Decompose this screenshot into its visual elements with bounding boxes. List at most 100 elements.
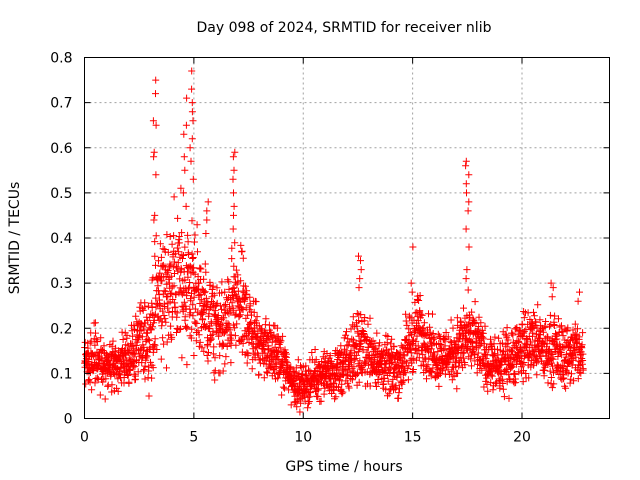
data-point (535, 327, 543, 335)
data-point (355, 378, 363, 386)
data-point (512, 325, 520, 333)
data-point (457, 318, 465, 326)
data-point (196, 338, 204, 346)
data-point (156, 240, 164, 248)
data-point (318, 358, 326, 365)
data-point (351, 341, 359, 349)
data-point (529, 329, 537, 337)
data-point (336, 376, 344, 384)
data-point (241, 282, 249, 290)
data-point (183, 361, 191, 369)
data-point (355, 284, 363, 292)
data-point (150, 341, 158, 348)
data-point (425, 354, 433, 362)
data-point (508, 329, 516, 337)
data-point (157, 355, 165, 363)
data-point (352, 371, 360, 379)
data-point (88, 386, 96, 394)
data-point (270, 331, 278, 339)
data-point (199, 316, 207, 324)
data-point (190, 352, 198, 359)
data-point (484, 387, 492, 395)
data-point (454, 338, 462, 346)
data-point (409, 366, 417, 373)
data-point (241, 294, 249, 302)
data-point (192, 337, 200, 345)
data-point (482, 355, 490, 363)
data-point (471, 298, 479, 306)
data-point (574, 375, 582, 383)
data-point (130, 362, 137, 370)
data-point (504, 336, 512, 344)
data-point (501, 330, 509, 338)
data-point (189, 117, 197, 125)
data-point (149, 117, 157, 125)
data-point (474, 360, 481, 368)
data-point (131, 326, 138, 333)
data-point (388, 358, 396, 366)
data-point (524, 320, 532, 328)
data-point (225, 278, 233, 286)
data-point (568, 361, 576, 369)
data-point (441, 342, 449, 350)
data-point (230, 262, 238, 270)
data-point (151, 335, 159, 343)
data-point (218, 305, 225, 313)
data-point (191, 238, 198, 246)
data-point (420, 319, 428, 327)
data-point (462, 225, 470, 233)
data-point (574, 325, 581, 333)
data-point (163, 293, 170, 301)
data-point (166, 233, 174, 240)
data-point (261, 338, 269, 346)
data-point (412, 337, 420, 345)
data-point (129, 332, 137, 340)
data-point (151, 252, 159, 260)
data-point (305, 399, 312, 407)
data-point (222, 301, 229, 308)
data-point (575, 333, 583, 341)
data-point (509, 331, 517, 339)
data-point (492, 380, 500, 388)
data-point (229, 306, 237, 314)
data-point (139, 306, 147, 314)
data-point (435, 382, 443, 390)
data-point (417, 310, 425, 318)
data-point (314, 393, 322, 400)
data-point (193, 221, 201, 229)
data-point (231, 324, 239, 332)
data-point (255, 371, 263, 379)
data-point (447, 316, 455, 324)
data-point (104, 382, 112, 390)
data-point (460, 304, 467, 312)
data-point (569, 326, 577, 334)
data-point (225, 310, 233, 318)
data-point (550, 322, 558, 329)
data-point (470, 318, 478, 326)
data-point (160, 312, 168, 319)
data-point (415, 297, 423, 304)
data-point (211, 354, 219, 362)
data-point (507, 362, 515, 370)
data-point (178, 229, 186, 237)
data-point (118, 360, 126, 368)
data-point (462, 157, 470, 165)
data-point (499, 380, 507, 387)
data-point (332, 393, 340, 401)
data-point (168, 289, 176, 297)
y-tick-label: 0.8 (50, 51, 72, 67)
data-point (401, 357, 409, 365)
chart-title: Day 098 of 2024, SRMTID for receiver nli… (197, 20, 492, 36)
data-point (384, 377, 392, 385)
data-point (184, 231, 192, 239)
data-point (354, 370, 361, 378)
data-point (408, 288, 416, 296)
data-point (229, 153, 237, 161)
data-point (530, 308, 537, 316)
data-point (188, 108, 196, 116)
data-point (128, 340, 136, 348)
data-point (263, 368, 271, 376)
data-point (162, 318, 170, 326)
data-point (239, 339, 247, 347)
data-point (162, 287, 170, 295)
